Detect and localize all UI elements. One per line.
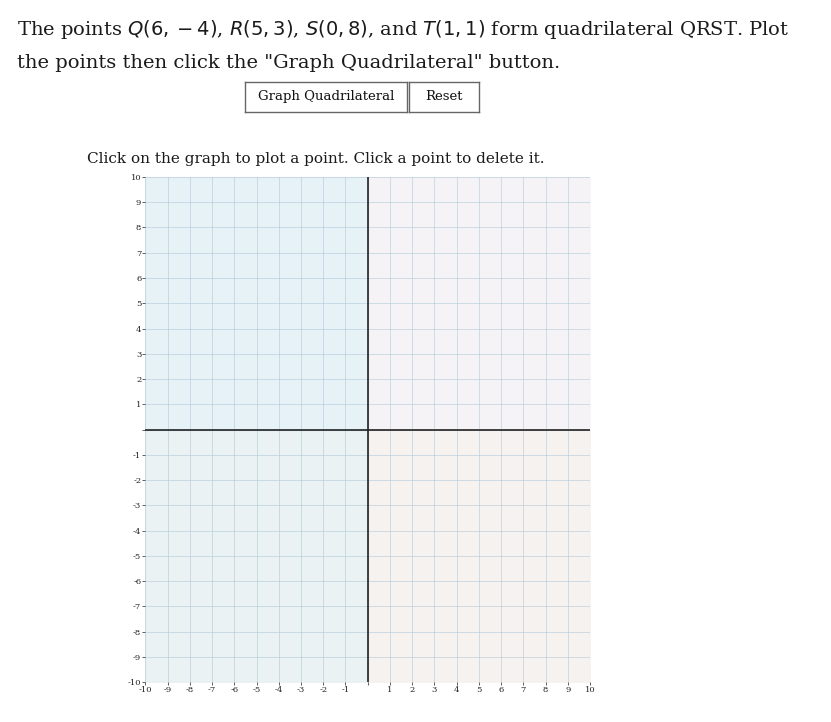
Text: The points $Q(6,-4)$, $R(5,3)$, $S(0,8)$, and $T(1,1)$ form quadrilateral QRST. : The points $Q(6,-4)$, $R(5,3)$, $S(0,8)$… bbox=[17, 18, 789, 41]
Polygon shape bbox=[511, 300, 831, 596]
Polygon shape bbox=[0, 415, 295, 722]
Text: Graph Quadrilateral: Graph Quadrilateral bbox=[258, 90, 395, 103]
Polygon shape bbox=[187, 18, 831, 722]
Polygon shape bbox=[349, 159, 831, 722]
Polygon shape bbox=[0, 379, 337, 722]
Polygon shape bbox=[133, 0, 831, 722]
Polygon shape bbox=[0, 487, 212, 722]
Polygon shape bbox=[0, 523, 170, 704]
Text: Reset: Reset bbox=[425, 90, 463, 103]
Polygon shape bbox=[403, 206, 831, 690]
Polygon shape bbox=[295, 112, 831, 722]
Polygon shape bbox=[457, 253, 831, 643]
Text: Click on the graph to plot a point. Click a point to delete it.: Click on the graph to plot a point. Clic… bbox=[87, 152, 545, 165]
Polygon shape bbox=[241, 65, 831, 722]
Polygon shape bbox=[0, 451, 253, 722]
Text: the points then click the "Graph Quadrilateral" button.: the points then click the "Graph Quadril… bbox=[17, 54, 560, 72]
